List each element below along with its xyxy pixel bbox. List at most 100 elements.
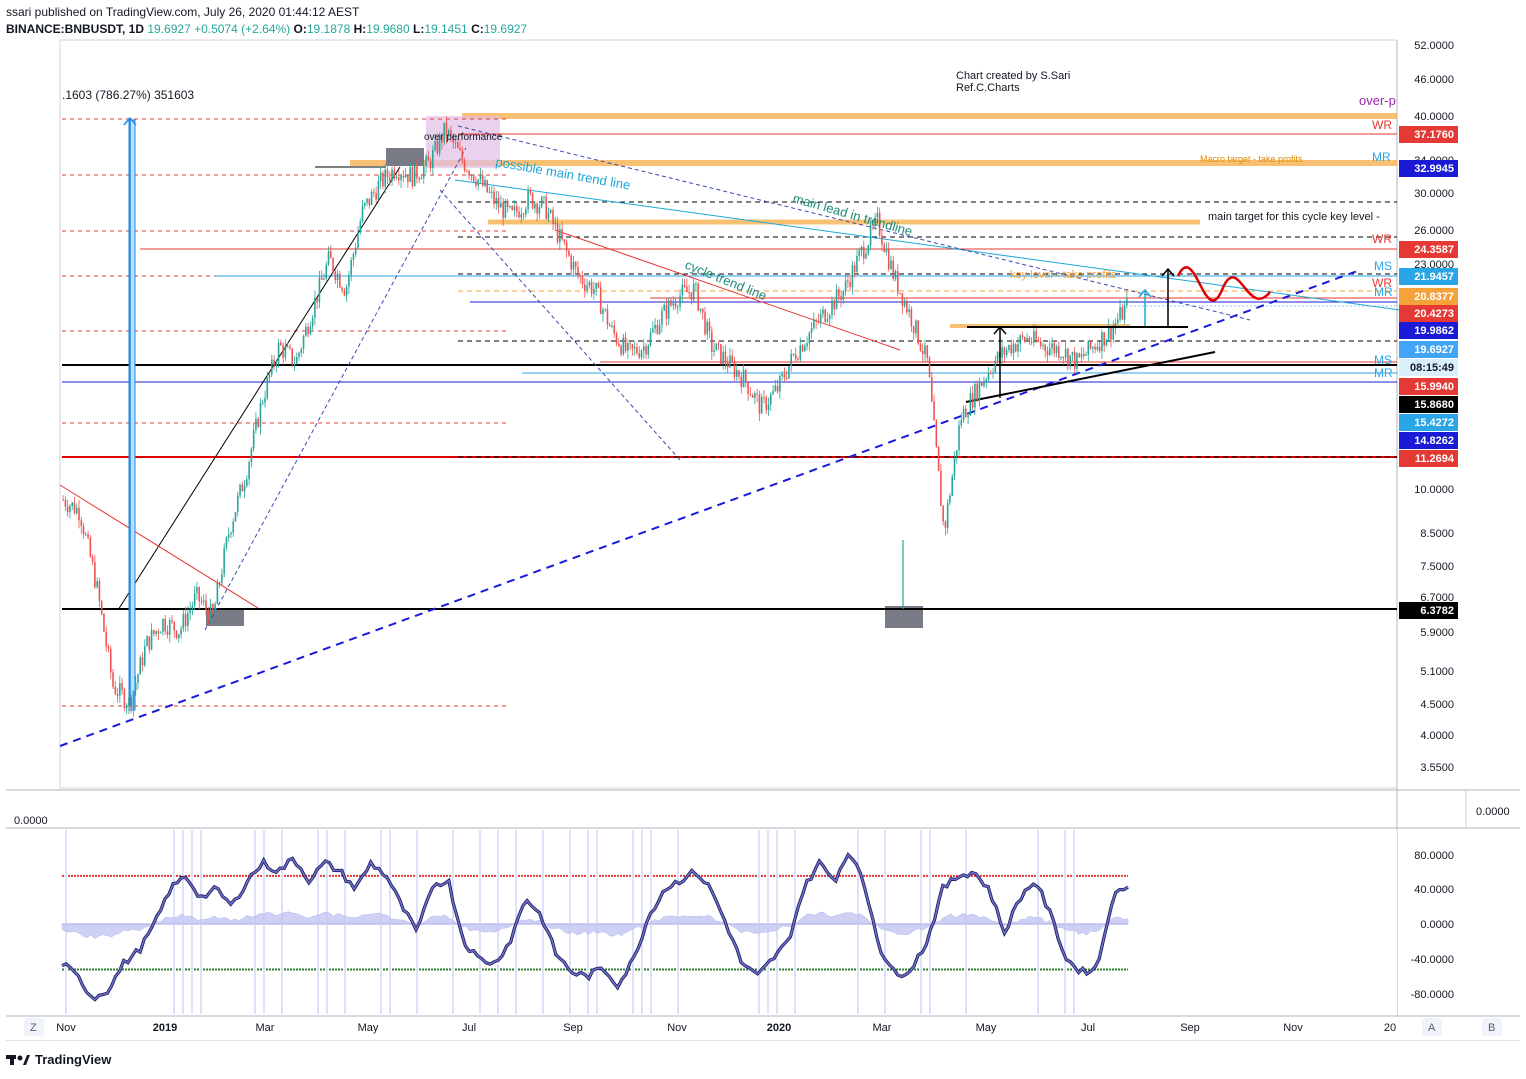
macro-target-label: Macro target - take profits (1200, 154, 1303, 164)
candle-body (1003, 347, 1006, 355)
candle-body (332, 258, 334, 272)
ms-label-2: MS (1374, 353, 1392, 367)
price-tick-label: 26.0000 (1414, 225, 1454, 237)
price-tick-label: 46.0000 (1414, 74, 1454, 86)
auto-scale-button[interactable] (1422, 1018, 1442, 1036)
over-p-label: over-p (1359, 93, 1396, 108)
candle-body (1089, 340, 1092, 349)
price-change: +0.5074 (+2.64%) (194, 22, 291, 36)
price-labels-layer: 37.1760 32.9945 24.3587 21.9457 20.8377 20.42… (1399, 126, 1458, 619)
candle-body (450, 130, 452, 136)
candle-body (1062, 357, 1065, 359)
candle-body (420, 177, 423, 180)
candle-body (282, 345, 284, 358)
candle-body (862, 247, 865, 259)
candle-body (232, 521, 235, 533)
candle-body (833, 300, 836, 310)
candle-body (148, 636, 151, 650)
candle-body (1098, 346, 1101, 352)
candle-body (1073, 352, 1076, 369)
candle-body (665, 304, 668, 319)
low-value: 19.1451 (424, 22, 468, 36)
candle-body (840, 296, 842, 300)
mr-label-3: MR (1374, 366, 1393, 380)
candle-body (822, 309, 824, 314)
price-tick-label: 6.7000 (1420, 592, 1454, 604)
candle-body (497, 197, 500, 208)
candle-body (112, 672, 114, 688)
zoom-button[interactable] (24, 1018, 44, 1036)
candle-body (184, 613, 187, 627)
candle-body (960, 420, 963, 426)
candle-body (1035, 330, 1037, 341)
symbol-legend: BINANCE:BNBUSDT, 1D 19.6927 +0.5074 (+2.… (6, 22, 527, 36)
price-label-text: 37.1760 (1414, 129, 1454, 141)
candle-body (799, 345, 802, 360)
candle-body (395, 177, 398, 179)
candle-body (1121, 307, 1124, 320)
candle-body (801, 345, 804, 352)
candle-body (382, 172, 384, 187)
take-profit-zone-0 (462, 113, 1397, 119)
candle-body (209, 604, 212, 622)
price-tick-label: 5.9000 (1420, 627, 1454, 639)
candle-body (166, 631, 169, 635)
candle-body (849, 281, 851, 288)
candle-body (826, 319, 829, 322)
candle-body (756, 393, 758, 395)
candle-body (336, 273, 339, 281)
tradingview-logo[interactable]: TradingView (6, 1052, 111, 1067)
support-trendline-2019 (204, 147, 467, 631)
candle-body (388, 177, 391, 181)
candle-body (983, 380, 985, 386)
candle-body (162, 618, 164, 633)
candle-body (486, 180, 489, 193)
candle-body (520, 214, 523, 218)
candle-body (481, 175, 484, 186)
blue-target-arrow-head (1138, 288, 1152, 298)
candle-body (869, 224, 872, 246)
candle-body (518, 211, 520, 218)
candle-body (173, 621, 176, 631)
candle-body (1069, 355, 1071, 366)
candle-body (819, 313, 822, 322)
candle-body (540, 197, 543, 208)
price-tick-label: 10.0000 (1414, 484, 1454, 496)
log-scale-button[interactable] (1482, 1018, 1502, 1036)
candle-body (218, 582, 221, 584)
candle-body (835, 289, 838, 310)
candle-body (402, 175, 405, 178)
candle-body (608, 324, 611, 327)
candle-body (198, 587, 201, 602)
main-target-label: main target for this cycle key level - (1208, 211, 1380, 223)
candle-body (996, 352, 999, 361)
candle-body (606, 309, 609, 325)
candle-body (1067, 348, 1069, 366)
candle-body (511, 206, 514, 210)
candle-body (692, 283, 695, 300)
candle-body (91, 556, 94, 563)
candle-body (314, 298, 316, 318)
candle-body (456, 142, 459, 149)
candle-body (749, 394, 752, 396)
candle-body (776, 385, 779, 392)
candle-body (767, 404, 770, 410)
candle-body (357, 232, 359, 248)
candle-body (704, 312, 706, 335)
symbol-name[interactable]: BINANCE:BNBUSDT, 1D (6, 22, 145, 36)
candle-body (293, 364, 296, 366)
candle-body (549, 210, 552, 213)
candle-body (1005, 349, 1008, 355)
candle-body (794, 354, 797, 360)
candle-body (640, 350, 643, 358)
candle-body (384, 169, 386, 187)
candle-body (413, 163, 416, 187)
candle-body (504, 200, 507, 219)
candle-body (500, 202, 502, 208)
price-label-text: 32.9945 (1414, 163, 1454, 175)
candle-body (1042, 344, 1044, 346)
candle-body (207, 609, 210, 622)
candle-body (87, 534, 89, 538)
candle-body (377, 181, 380, 200)
